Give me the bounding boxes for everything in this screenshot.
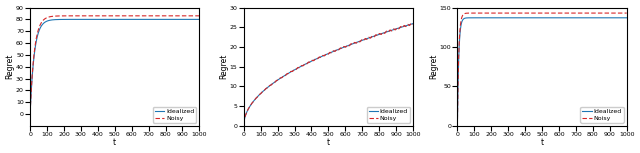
- Noisy: [191, 15, 198, 17]
- Idealized: [196, 19, 204, 20]
- Idealized: [323, 54, 330, 55]
- Noisy: [318, 56, 326, 58]
- Y-axis label: Regret: Regret: [429, 54, 438, 79]
- Noisy: [104, 15, 112, 17]
- Idealized: [404, 24, 412, 26]
- Noisy: [185, 15, 193, 17]
- Noisy: [536, 12, 543, 14]
- Idealized: [185, 19, 193, 20]
- Idealized: [35, 30, 43, 32]
- Idealized: [191, 19, 198, 20]
- Line: Idealized: Idealized: [30, 19, 200, 112]
- Line: Noisy: Noisy: [30, 16, 200, 112]
- Noisy: [35, 27, 43, 29]
- Idealized: [104, 19, 112, 20]
- Idealized: [618, 17, 626, 19]
- Idealized: [623, 17, 630, 19]
- Legend: Idealized, Noisy: Idealized, Noisy: [153, 107, 196, 123]
- Idealized: [504, 17, 512, 19]
- Noisy: [159, 15, 167, 17]
- Idealized: [318, 56, 326, 57]
- Idealized: [462, 17, 470, 19]
- Noisy: [196, 15, 204, 17]
- Line: Noisy: Noisy: [458, 13, 627, 119]
- Noisy: [26, 111, 34, 113]
- Legend: Idealized, Noisy: Idealized, Noisy: [367, 107, 410, 123]
- X-axis label: t: t: [540, 138, 543, 147]
- Noisy: [462, 12, 470, 14]
- Noisy: [618, 12, 626, 14]
- Noisy: [323, 53, 330, 55]
- Y-axis label: Regret: Regret: [220, 54, 228, 79]
- Line: Idealized: Idealized: [244, 24, 413, 123]
- Idealized: [159, 19, 167, 20]
- X-axis label: t: t: [113, 138, 116, 147]
- Idealized: [26, 111, 34, 113]
- Y-axis label: Regret: Regret: [6, 54, 15, 79]
- Noisy: [248, 102, 256, 103]
- Idealized: [404, 24, 412, 26]
- Noisy: [531, 12, 539, 14]
- Noisy: [408, 22, 415, 24]
- Legend: Idealized, Noisy: Idealized, Noisy: [580, 107, 623, 123]
- Idealized: [409, 23, 417, 24]
- Idealized: [248, 102, 256, 104]
- Line: Idealized: Idealized: [458, 18, 627, 119]
- Noisy: [587, 12, 595, 14]
- Idealized: [109, 19, 116, 20]
- Line: Noisy: Noisy: [244, 23, 413, 123]
- Noisy: [454, 118, 461, 120]
- X-axis label: t: t: [327, 138, 330, 147]
- Noisy: [191, 15, 198, 17]
- Noisy: [504, 12, 512, 14]
- Idealized: [531, 17, 539, 19]
- Noisy: [240, 123, 248, 124]
- Noisy: [409, 24, 417, 25]
- Idealized: [618, 17, 626, 19]
- Noisy: [404, 24, 412, 25]
- Idealized: [240, 123, 248, 124]
- Noisy: [109, 15, 116, 17]
- Idealized: [191, 19, 198, 20]
- Idealized: [587, 17, 595, 19]
- Idealized: [454, 118, 461, 120]
- Idealized: [373, 34, 381, 36]
- Noisy: [623, 12, 630, 14]
- Idealized: [536, 17, 543, 19]
- Noisy: [404, 24, 412, 25]
- Noisy: [618, 12, 626, 14]
- Noisy: [373, 35, 381, 36]
